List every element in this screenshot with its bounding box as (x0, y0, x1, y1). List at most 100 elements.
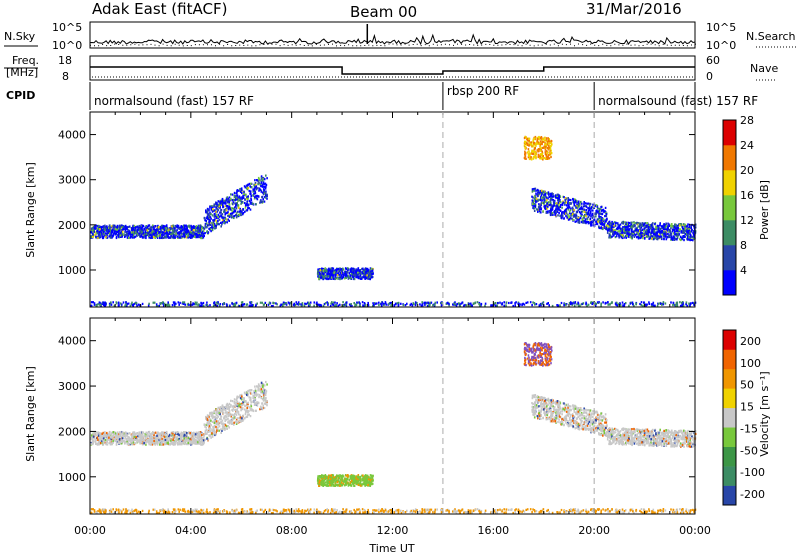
scatter-cell (665, 236, 667, 238)
scatter-cell (683, 239, 685, 241)
scatter-cell (345, 275, 347, 277)
scatter-cell (592, 209, 594, 211)
scatter-cell (275, 302, 277, 304)
scatter-cell (351, 273, 353, 275)
scatter-cell (223, 220, 225, 222)
scatter-cell (111, 304, 113, 306)
scatter-cell (352, 269, 354, 271)
scatter-cell (266, 177, 268, 179)
scatter-cell (251, 199, 253, 201)
scatter-cell (602, 301, 604, 303)
scatter-cell (144, 228, 146, 230)
scatter-cell (572, 219, 574, 221)
scatter-cell (100, 235, 102, 237)
scatter-cell (178, 301, 180, 303)
scatter-cell (524, 304, 526, 306)
scatter-cell (424, 304, 426, 306)
scatter-cell (622, 304, 624, 306)
scatter-cell (642, 237, 644, 239)
scatter-cell (226, 221, 228, 223)
scatter-cell (456, 303, 458, 305)
scatter-cell (663, 223, 665, 225)
scatter-cell (503, 301, 505, 303)
scatter-cell (184, 227, 186, 229)
scatter-cell (236, 207, 238, 209)
scatter-cell (541, 136, 543, 138)
scatter-cell (224, 202, 226, 204)
scatter-cell (216, 223, 218, 225)
scatter-cell (673, 235, 675, 237)
scatter-cell (145, 235, 147, 237)
nave-label: Nave (750, 62, 778, 75)
scatter-cell (561, 212, 563, 214)
scatter-cell (620, 235, 622, 237)
scatter-cell (558, 212, 560, 214)
scatter-cell (641, 229, 643, 231)
scatter-cell (204, 228, 206, 230)
scatter-cell (94, 226, 96, 228)
scatter-cell (575, 217, 577, 219)
scatter-cell (249, 190, 251, 192)
scatter-cell (561, 302, 563, 304)
scatter-cell (652, 226, 654, 228)
scatter-cell (541, 151, 543, 153)
scatter-cell (543, 147, 545, 149)
scatter-cell (164, 229, 166, 231)
scatter-cell (109, 227, 111, 229)
scatter-cell (117, 226, 119, 228)
scatter-cell (524, 144, 526, 146)
scatter-cell (235, 199, 237, 201)
scatter-cell (681, 302, 683, 304)
scatter-cell (525, 137, 527, 139)
scatter-cell (631, 225, 633, 227)
scatter-cell (570, 301, 572, 303)
scatter-cell (540, 199, 542, 201)
scatter-cell (211, 222, 213, 224)
scatter-cell (178, 228, 180, 230)
scatter-cell (463, 305, 465, 307)
scatter-cell (250, 203, 252, 205)
scatter-cell (611, 223, 613, 225)
scatter-cell (91, 301, 93, 303)
y-tick-label: 2000 (58, 219, 86, 232)
scatter-cell (551, 140, 553, 142)
scatter-cell (225, 212, 227, 214)
scatter-cell (674, 239, 676, 241)
scatter-cell (218, 209, 220, 211)
scatter-cell (532, 301, 534, 303)
scatter-cell (569, 218, 571, 220)
scatter-cell (550, 193, 552, 195)
scatter-cell (241, 189, 243, 191)
scatter-cell (244, 198, 246, 200)
scatter-cell (541, 143, 543, 145)
scatter-cell (146, 233, 148, 235)
scatter-cell (611, 227, 613, 229)
scatter-cell (421, 301, 423, 303)
scatter-cell (206, 231, 208, 233)
scatter-cell (227, 196, 229, 198)
scatter-cell (250, 190, 252, 192)
scatter-cell (209, 304, 211, 306)
scatter-cell (586, 203, 588, 205)
scatter-cell (616, 235, 618, 237)
scatter-cell (179, 302, 181, 304)
scatter-cell (663, 235, 665, 237)
scatter-cell (609, 303, 611, 305)
scatter-cell (212, 229, 214, 231)
scatter-cell (542, 210, 544, 212)
scatter-cell (574, 204, 576, 206)
scatter-cell (588, 222, 590, 224)
scatter-cell (239, 197, 241, 199)
scatter-cell (533, 190, 535, 192)
scatter-cell (538, 203, 540, 205)
scatter-cell (606, 218, 608, 220)
scatter-cell (534, 303, 536, 305)
scatter-cell (108, 230, 110, 232)
scatter-cell (215, 211, 217, 213)
scatter-cell (358, 277, 360, 279)
scatter-cell (204, 232, 206, 234)
scatter-cell (119, 225, 121, 227)
scatter-cell (537, 194, 539, 196)
scatter-cell (413, 303, 415, 305)
scatter-cell (124, 305, 126, 307)
